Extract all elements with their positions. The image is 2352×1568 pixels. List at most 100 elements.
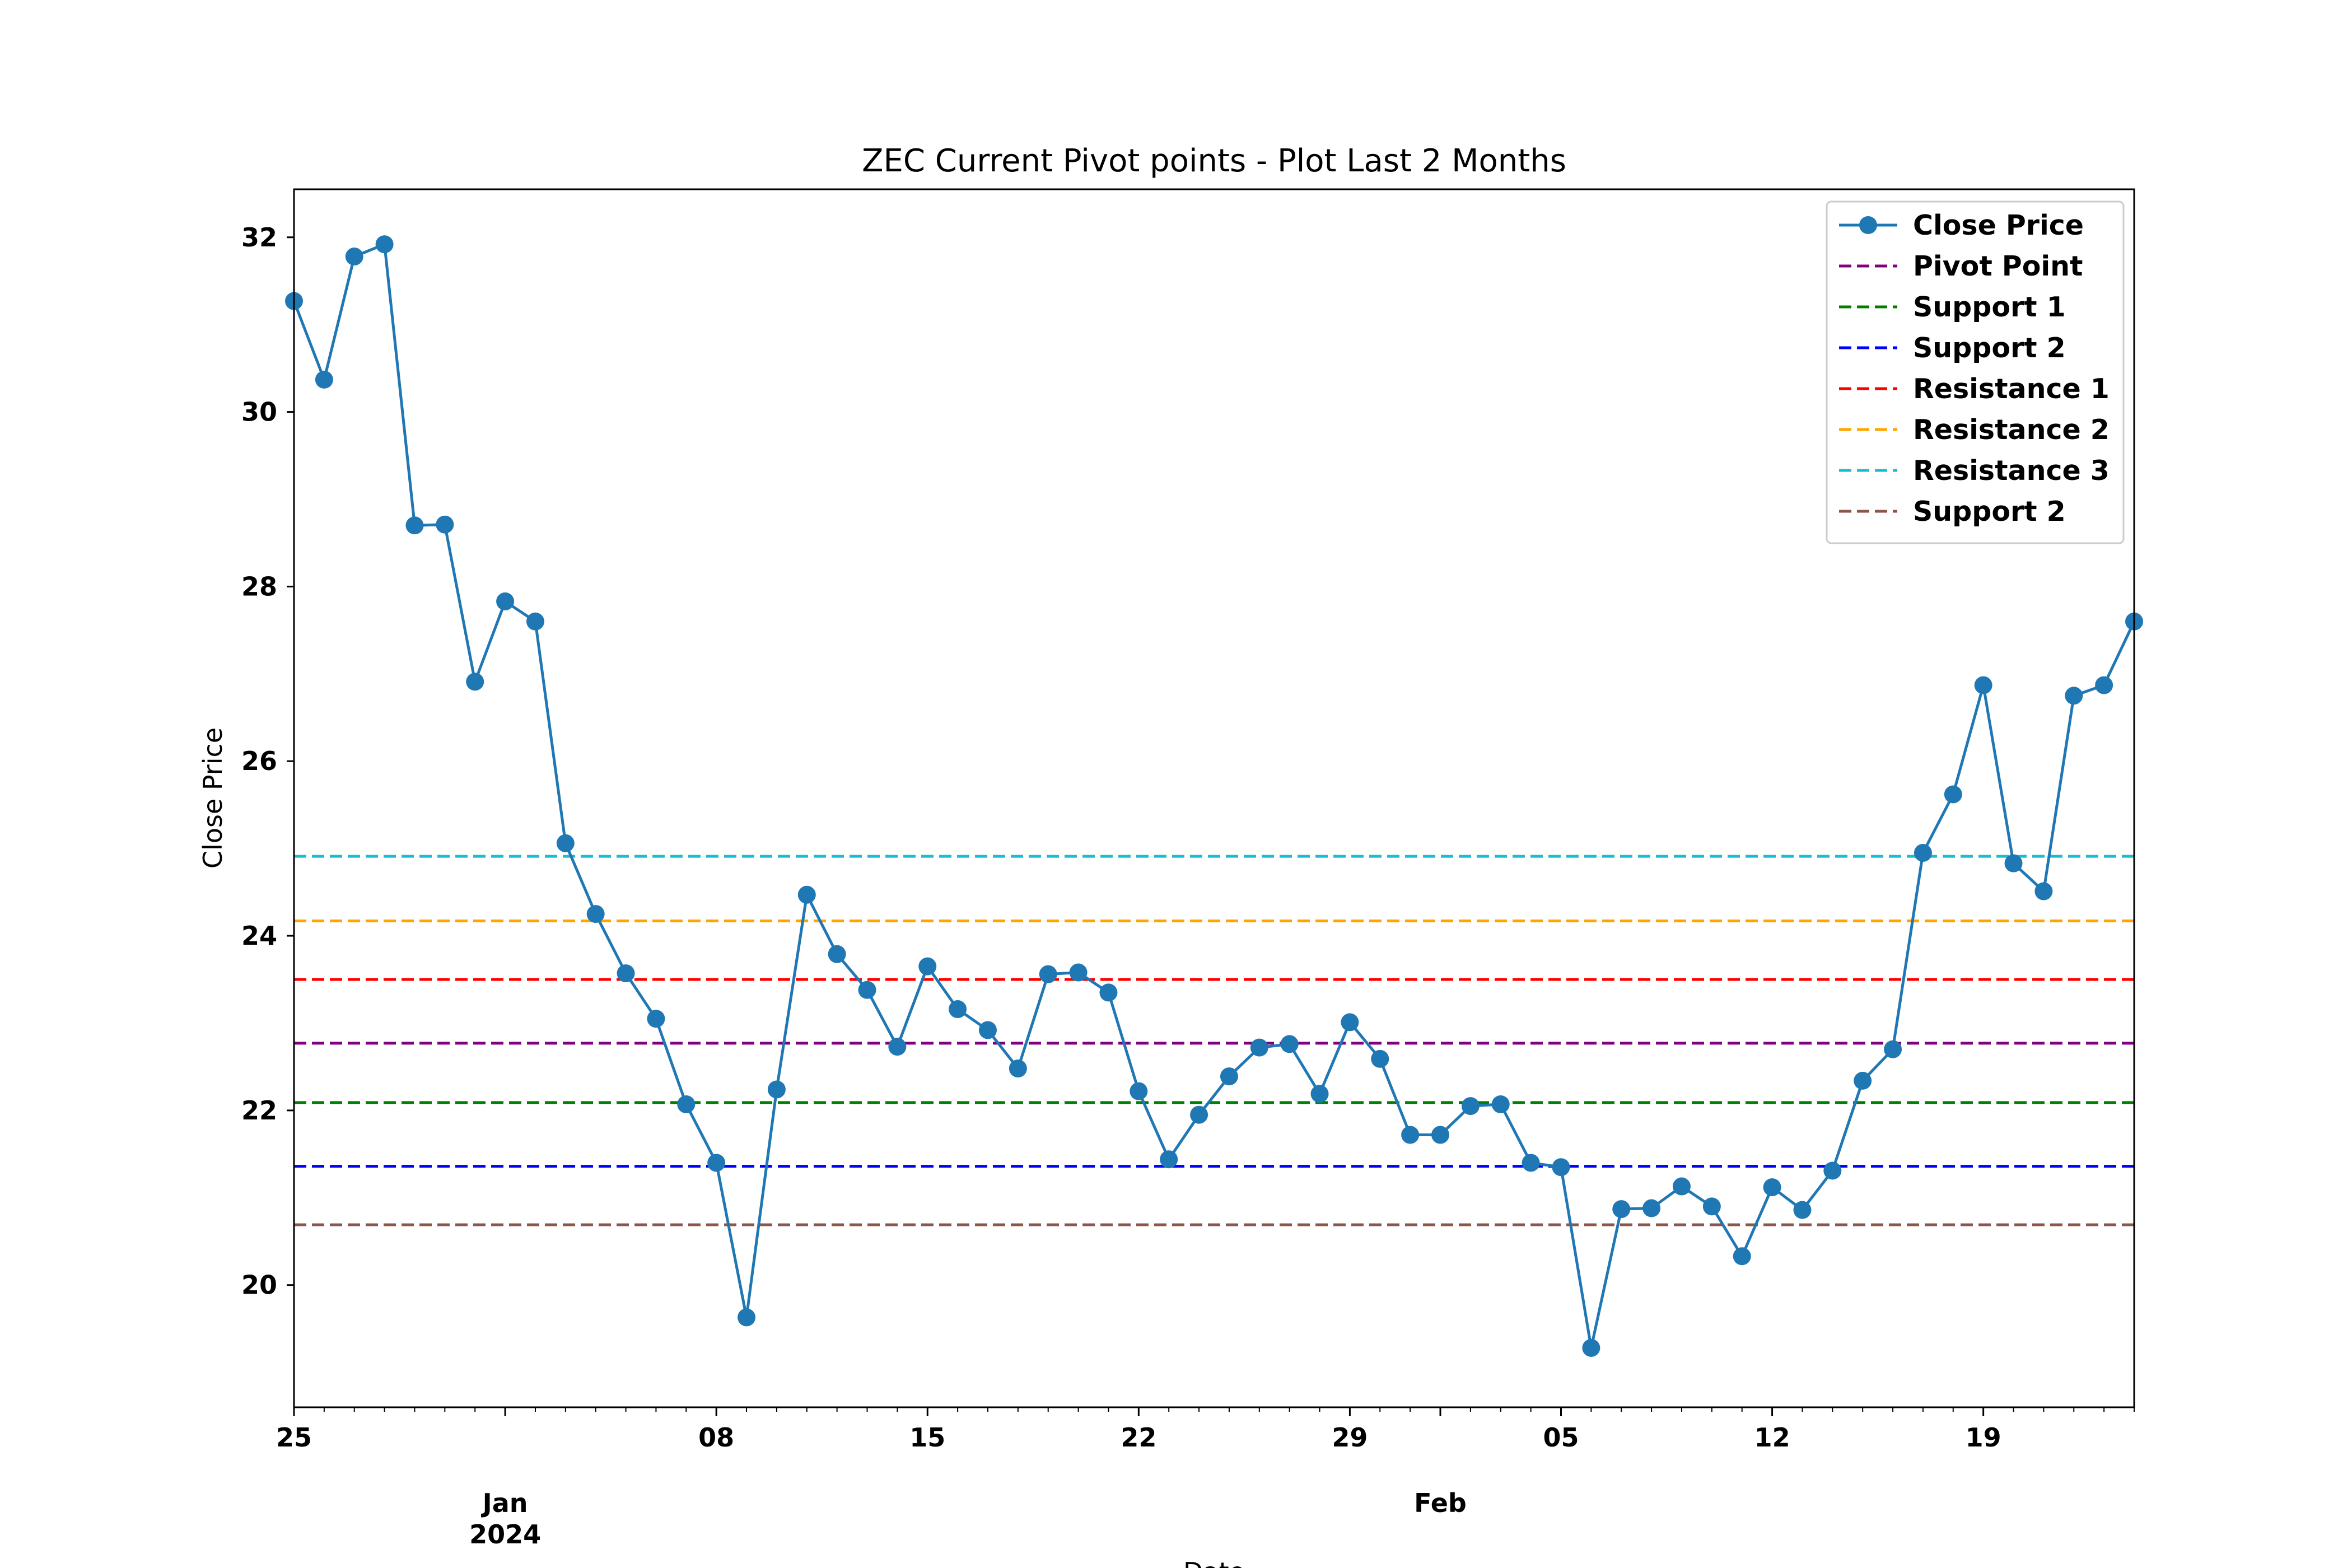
legend: Close Price Pivot Point Support 1 Support 2… xyxy=(1826,200,2125,544)
close-price-point xyxy=(1099,983,1118,1002)
close-price-point xyxy=(1763,1178,1781,1197)
legend-box xyxy=(1826,200,2125,544)
y-tick-label: 28 xyxy=(241,571,277,601)
x-tick-label-line: 19 xyxy=(1966,1422,2001,1453)
x-axis-label: Date xyxy=(1183,1557,1245,1568)
chart-title: ZEC Current Pivot points - Plot Last 2 M… xyxy=(862,143,1566,179)
x-tick-label: 25 xyxy=(276,1422,312,1453)
close-price-point xyxy=(1582,1338,1600,1357)
close-price-point xyxy=(978,1021,997,1039)
x-tick-label-line: Feb xyxy=(1414,1488,1467,1518)
close-price-point xyxy=(1341,1013,1359,1032)
close-price-point xyxy=(1944,785,1962,804)
close-price-point xyxy=(1733,1247,1751,1266)
x-tick-label: 19 xyxy=(1966,1422,2001,1453)
close-price-point xyxy=(828,945,846,963)
plot-frame xyxy=(293,188,2135,1408)
x-tick-label-line: 12 xyxy=(1754,1422,1790,1453)
close-price-point xyxy=(1250,1038,1268,1057)
close-price-point xyxy=(1552,1158,1570,1177)
y-axis-label: Close Price xyxy=(198,727,228,869)
x-tick-label-line: 15 xyxy=(909,1422,945,1453)
close-price-point xyxy=(1461,1097,1480,1116)
close-price-point xyxy=(1069,963,1088,982)
close-price-point xyxy=(586,905,605,923)
close-price-point xyxy=(888,1038,907,1056)
close-price-point xyxy=(738,1308,756,1327)
x-tick-label: 08 xyxy=(698,1422,734,1453)
close-price-point xyxy=(436,515,454,534)
close-price-point xyxy=(1612,1200,1631,1219)
x-tick-label: 05 xyxy=(1543,1422,1579,1453)
legend-entry-label: Support 2 xyxy=(1913,332,2066,364)
close-price-point xyxy=(496,592,515,610)
legend-entry-label: Pivot Point xyxy=(1913,250,2083,282)
close-price-point xyxy=(315,370,333,389)
legend-entry-label: Resistance 3 xyxy=(1913,455,2110,487)
legend-entry-label: Support 1 xyxy=(1913,291,2066,323)
close-price-point xyxy=(1522,1154,1540,1172)
close-price-point xyxy=(526,612,544,631)
close-price-point xyxy=(1039,965,1057,983)
close-price-point xyxy=(797,885,816,904)
close-price-point xyxy=(707,1154,726,1172)
y-tick-label: 20 xyxy=(241,1270,277,1300)
y-tick-label: 32 xyxy=(241,222,277,253)
close-price-point xyxy=(466,673,484,691)
x-tick-label: Jan 2024 xyxy=(469,1488,541,1550)
close-price-point xyxy=(918,957,937,976)
close-price-point xyxy=(1009,1060,1027,1078)
close-price-point xyxy=(1401,1126,1420,1144)
close-price-point xyxy=(2095,676,2113,694)
close-price-point xyxy=(2065,687,2083,705)
close-price-point xyxy=(1914,843,1932,862)
x-tick-label-line: 08 xyxy=(698,1422,734,1453)
x-tick-label: 29 xyxy=(1332,1422,1368,1453)
legend-entry-label: Close Price xyxy=(1913,209,2084,241)
close-price-point xyxy=(1823,1161,1842,1180)
legend-swatch-marker xyxy=(1859,216,1877,234)
x-tick-label: 12 xyxy=(1754,1422,1790,1453)
close-price-point xyxy=(1310,1085,1329,1103)
close-price-point xyxy=(949,1000,967,1019)
x-tick-label-line: Jan xyxy=(481,1488,528,1518)
x-tick-label: 15 xyxy=(909,1422,945,1453)
x-tick-label-line: 22 xyxy=(1121,1422,1156,1453)
close-price-point xyxy=(647,1010,665,1028)
close-price-point xyxy=(556,834,575,852)
x-tick-label-line: 2024 xyxy=(469,1519,541,1550)
x-tick-label-line: 25 xyxy=(276,1422,312,1453)
x-tick-label: 22 xyxy=(1121,1422,1156,1453)
y-tick-label: 30 xyxy=(241,397,277,427)
y-tick-label: 22 xyxy=(241,1095,277,1126)
y-tick-label: 26 xyxy=(241,746,277,776)
close-price-point xyxy=(858,981,876,999)
close-price-point xyxy=(2004,854,2023,872)
close-price-point xyxy=(1974,676,1992,694)
close-price-point xyxy=(345,248,363,266)
close-price-point xyxy=(617,964,635,983)
close-price-point xyxy=(1702,1197,1721,1216)
axes-layer: 20 22 24 26 28 30 32 25 Jan 2024 08 15 22 29 Feb 05 12 19 xyxy=(241,222,2135,1550)
close-price-point xyxy=(2034,882,2053,900)
close-price-point xyxy=(1431,1126,1450,1144)
close-price-point xyxy=(1642,1199,1661,1217)
x-tick-label-line: 29 xyxy=(1332,1422,1368,1453)
close-price-point xyxy=(1130,1082,1148,1100)
y-tick-label: 24 xyxy=(241,921,277,951)
close-price-point xyxy=(1854,1071,1872,1090)
close-price-point xyxy=(1884,1040,1902,1058)
close-price-point xyxy=(677,1095,696,1113)
close-price-point xyxy=(1672,1177,1691,1196)
legend-entry-label: Resistance 2 xyxy=(1913,414,2110,446)
series-layer xyxy=(285,235,2143,1357)
legend-entry-label: Support 2 xyxy=(1913,496,2066,528)
legend-entry-label: Resistance 1 xyxy=(1913,373,2110,405)
close-price-point xyxy=(375,235,394,254)
close-price-point xyxy=(1220,1067,1238,1086)
close-price-point xyxy=(1491,1095,1510,1113)
close-price-point xyxy=(1371,1049,1389,1068)
close-price-point xyxy=(767,1080,786,1099)
close-price-point xyxy=(1190,1105,1208,1124)
